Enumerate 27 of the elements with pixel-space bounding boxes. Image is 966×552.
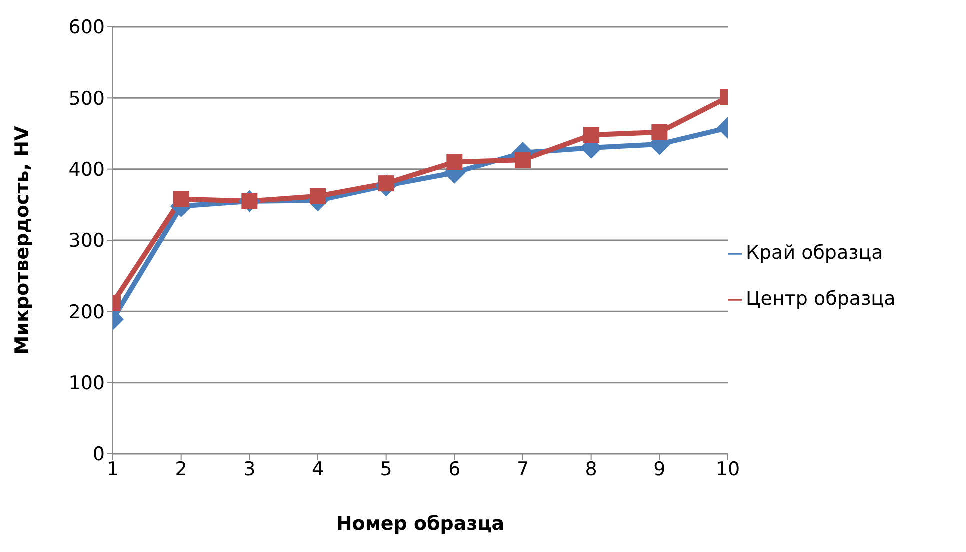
x-axis-title: Номер образца bbox=[336, 513, 505, 535]
x-tick-label: 9 bbox=[654, 458, 666, 480]
y-tick-label: 400 bbox=[68, 159, 105, 182]
point bbox=[446, 154, 463, 170]
x-tick-label: 10 bbox=[716, 458, 740, 480]
point bbox=[652, 124, 668, 140]
x-tick-label: 3 bbox=[244, 458, 256, 480]
legend-label: Центр образца bbox=[746, 288, 896, 310]
point bbox=[310, 188, 326, 204]
legend-label: Край образца bbox=[746, 242, 884, 264]
x-tick-label: 4 bbox=[312, 458, 324, 480]
x-tick-label: 7 bbox=[516, 458, 530, 480]
point bbox=[583, 127, 600, 144]
x-tick-label: 1 bbox=[106, 458, 120, 480]
point bbox=[515, 152, 531, 168]
x-tick-label: 5 bbox=[380, 458, 392, 480]
y-tick-label: 200 bbox=[68, 301, 105, 324]
y-axis-title: Микротвердость, HV bbox=[12, 126, 34, 355]
y-tick-label: 500 bbox=[68, 88, 105, 110]
x-tick-label: 2 bbox=[175, 458, 188, 480]
y-tick-label: 0 bbox=[92, 444, 105, 466]
y-tick-label: 300 bbox=[68, 230, 105, 252]
y-tick-label: 600 bbox=[68, 16, 105, 39]
x-tick-label: 6 bbox=[448, 458, 461, 480]
point bbox=[173, 191, 190, 208]
y-tick-label: 100 bbox=[68, 372, 105, 395]
x-tick-label: 8 bbox=[585, 458, 598, 480]
